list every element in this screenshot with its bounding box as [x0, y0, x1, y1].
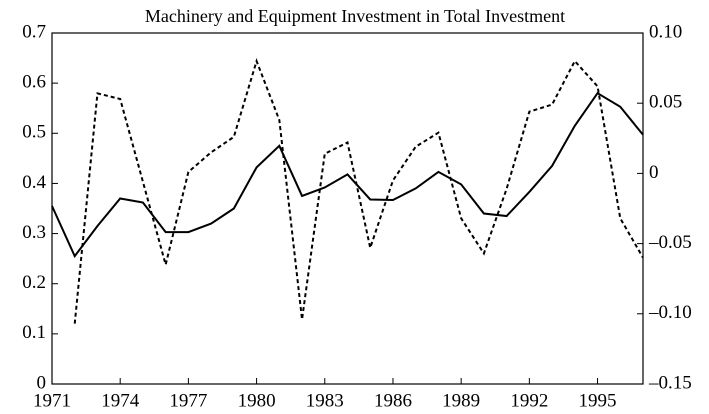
x-tick-label: 1974: [101, 390, 140, 411]
y-tick-label: 0.7: [22, 21, 46, 42]
series-line: [73, 57, 644, 324]
y-tick-label: 0.4: [22, 172, 46, 193]
y2-tick-label: 0.05: [649, 92, 682, 113]
y-tick-label: 0.5: [22, 122, 46, 143]
x-tick-label: 1983: [306, 390, 344, 411]
y-tick-label: 0.1: [22, 322, 46, 343]
x-tick-label: 1986: [374, 390, 412, 411]
y2-tick-label: –0.10: [648, 302, 692, 323]
y2-tick-label: –0.05: [648, 232, 692, 253]
y2-tick-label: 0: [649, 162, 659, 183]
y2-tick-label: –0.15: [648, 372, 692, 393]
x-tick-label: 1971: [33, 390, 71, 411]
x-tick-label: 1980: [238, 390, 276, 411]
chart-title: Machinery and Equipment Investment in To…: [145, 6, 565, 26]
series-line: [51, 91, 644, 259]
y-tick-label: 0.6: [22, 72, 46, 93]
x-tick-label: 1992: [510, 390, 548, 411]
x-tick-label: 1977: [169, 390, 207, 411]
x-tick-label: 1989: [442, 390, 480, 411]
y-tick-label: 0.2: [22, 272, 46, 293]
x-tick-label: 1995: [579, 390, 617, 411]
y-tick-label: 0.3: [22, 222, 46, 243]
y2-tick-label: 0.10: [649, 21, 682, 42]
plot-frame: [51, 32, 644, 385]
y-tick-label: 0: [37, 372, 47, 393]
